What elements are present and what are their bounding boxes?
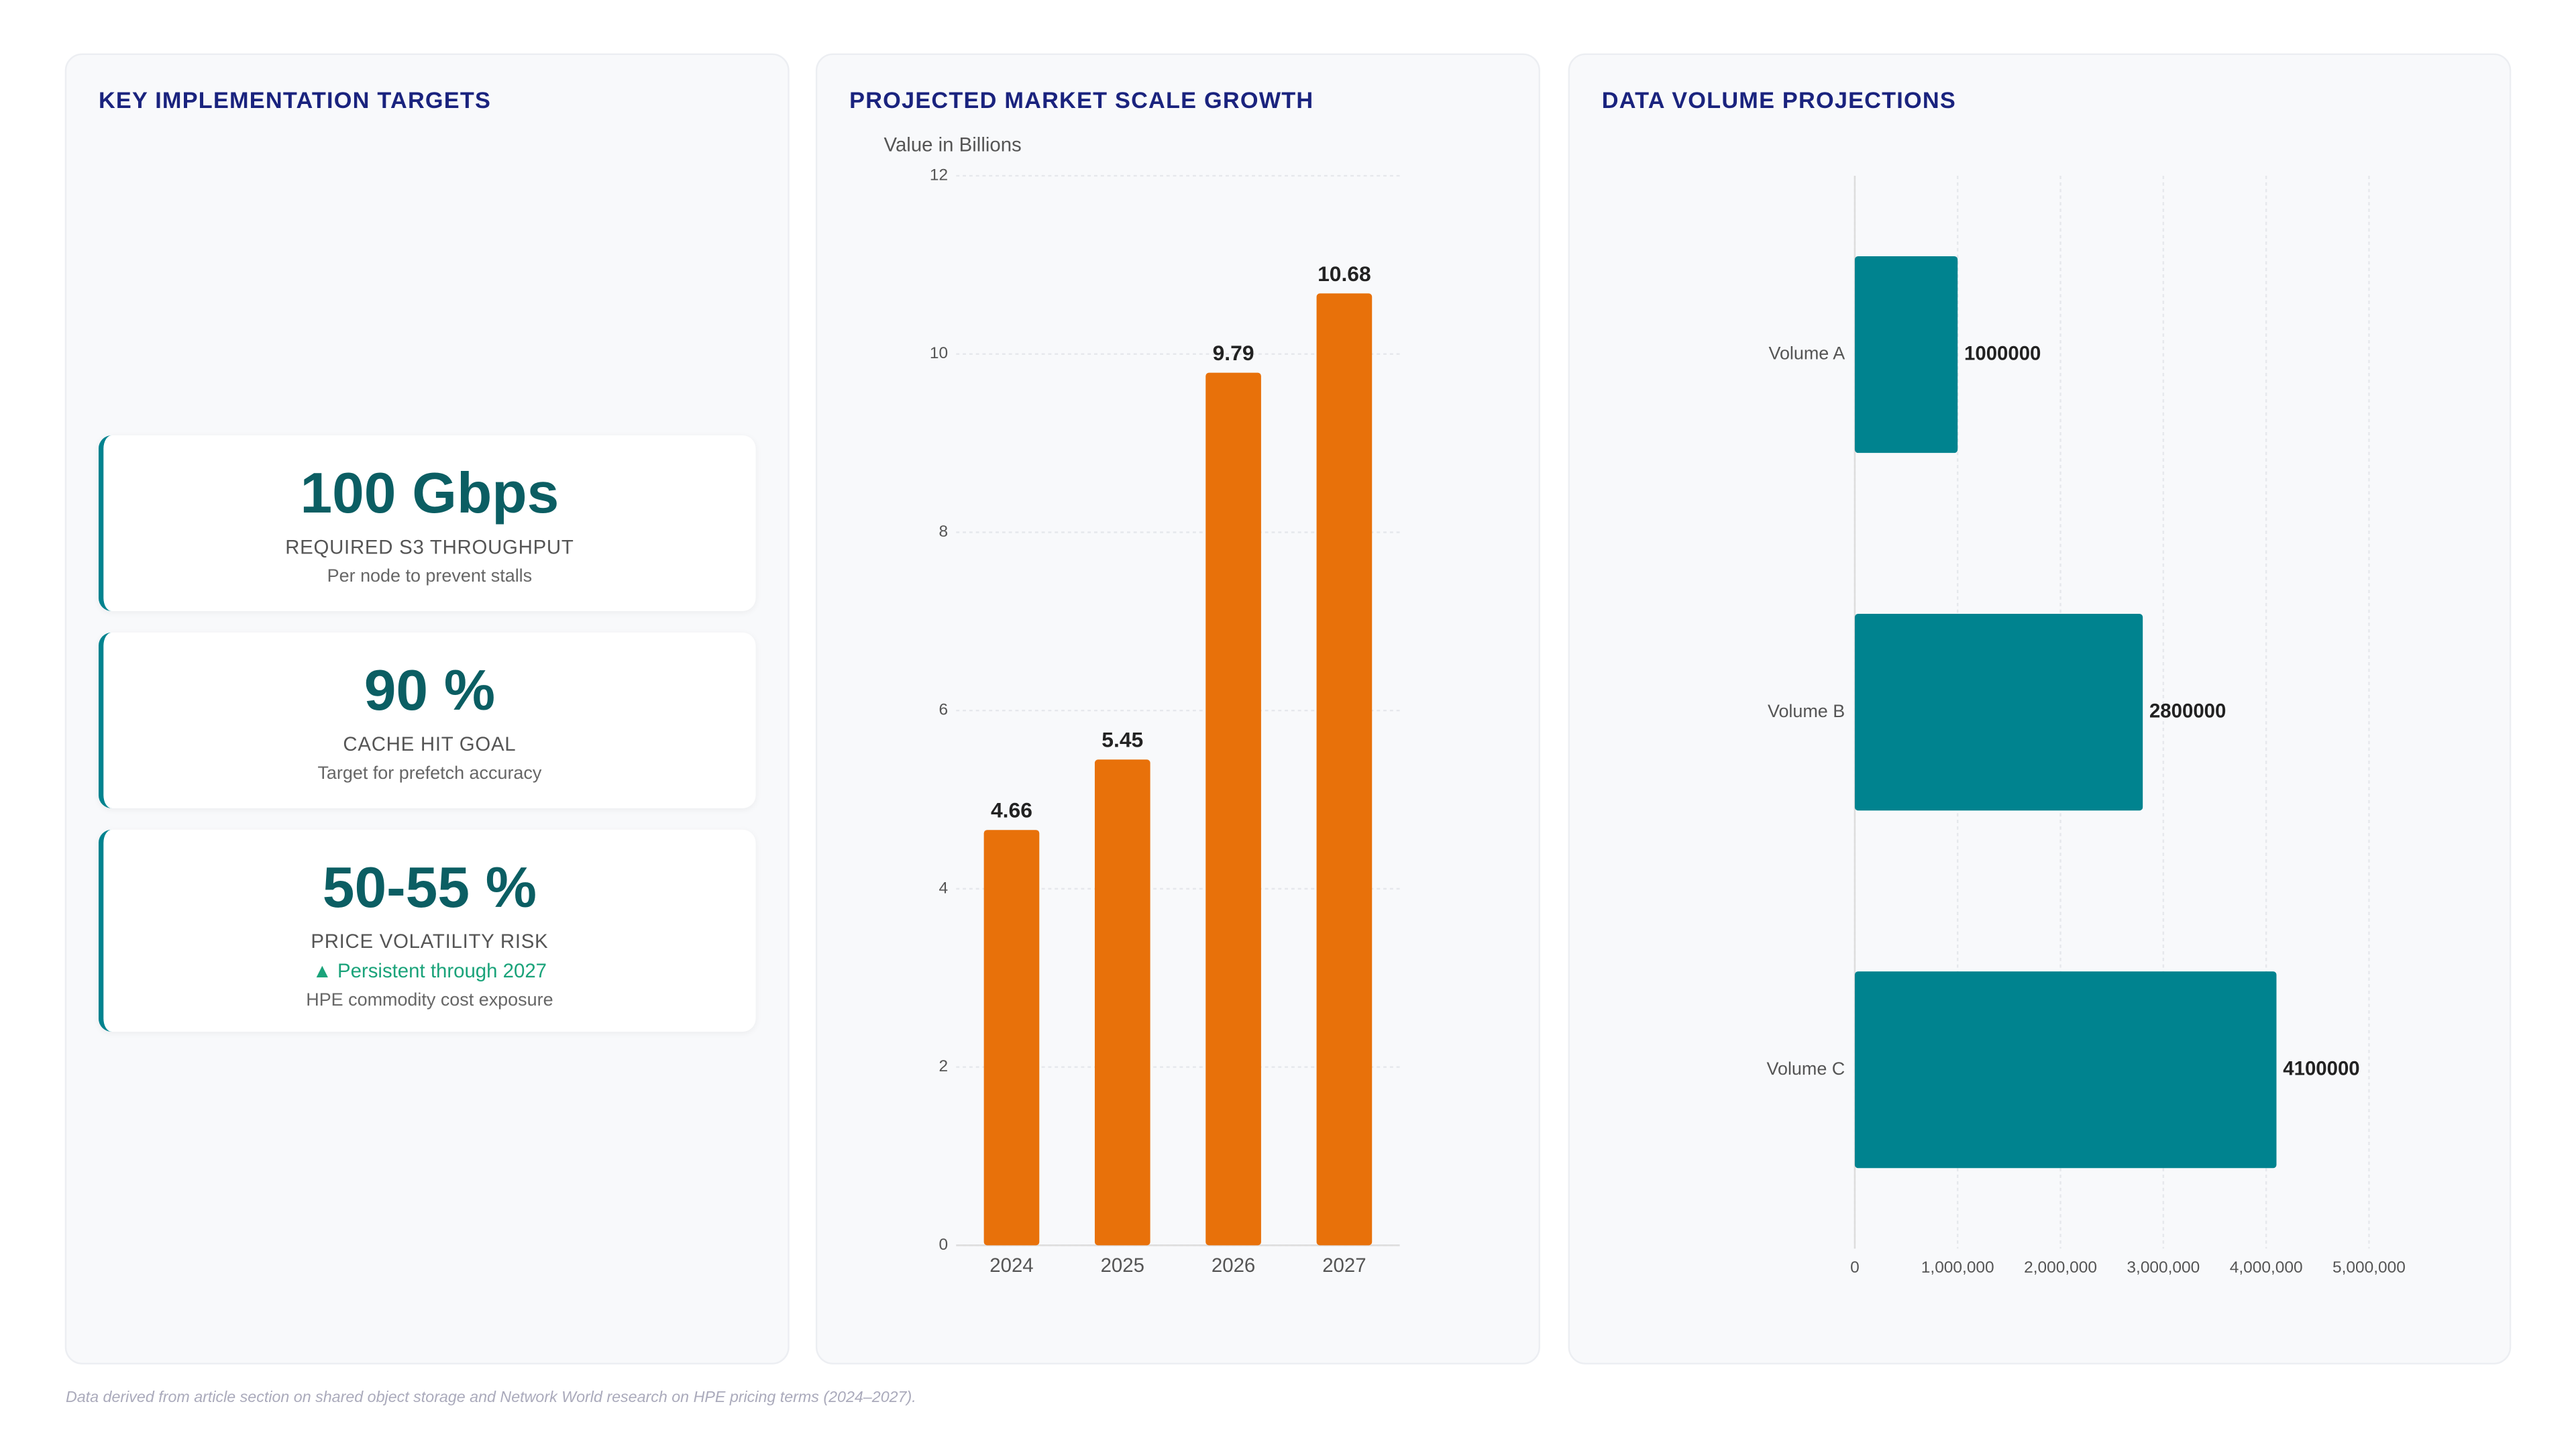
kpi-card: 50-55 % PRICE VOLATILITY RISK ▲ Persistent… <box>98 829 756 1032</box>
y-tick-label: 12 <box>930 166 948 184</box>
data-label: 1000000 <box>1964 342 2041 364</box>
x-tick-label: 4,000,000 <box>2230 1258 2303 1277</box>
x-tick-label: 2,000,000 <box>2024 1258 2097 1277</box>
data-label: 4.66 <box>991 798 1032 822</box>
bar <box>1316 293 1373 1246</box>
x-tick-label: 2025 <box>1101 1254 1144 1277</box>
y-tick-label: Volume A <box>1768 343 1845 364</box>
x-tick-label: 2026 <box>1212 1254 1255 1277</box>
kpi-value: 90 % <box>364 659 496 723</box>
kpi-card: 100 Gbps REQUIRED S3 THROUGHPUT Per node t… <box>98 435 756 612</box>
bar <box>1094 759 1150 1246</box>
x-tick-label: 3,000,000 <box>2127 1258 2200 1277</box>
y-tick-label: Volume C <box>1767 1059 1845 1079</box>
x-tick-label: 0 <box>1850 1258 1860 1277</box>
panel-title: KEY IMPLEMENTATION TARGETS <box>99 88 491 113</box>
data-label: 2800000 <box>2149 700 2226 722</box>
x-tick-label: 2027 <box>1322 1254 1366 1277</box>
y-tick-label: 2 <box>938 1057 948 1075</box>
panel <box>815 53 1540 1364</box>
kpi-note: Target for prefetch accuracy <box>317 763 542 784</box>
kpi-label: PRICE VOLATILITY RISK <box>311 930 549 953</box>
bar <box>1205 372 1261 1246</box>
bar <box>983 830 1040 1246</box>
bar <box>1854 614 2143 811</box>
kpi-card: 90 % CACHE HIT GOAL Target for prefetch ac… <box>98 632 756 808</box>
y-tick-label: 0 <box>938 1236 948 1254</box>
data-label: 9.79 <box>1213 341 1254 365</box>
data-label: 5.45 <box>1102 728 1143 752</box>
x-tick-label: 5,000,000 <box>2332 1258 2406 1277</box>
kpi-value: 50-55 % <box>322 855 537 920</box>
footnote: Data derived from article section on sha… <box>66 1388 916 1405</box>
kpi-value: 100 Gbps <box>300 462 559 526</box>
axis-label: Value in Billions <box>884 134 1022 156</box>
kpi-label: CACHE HIT GOAL <box>343 733 517 756</box>
bar <box>1854 971 2277 1169</box>
x-tick-label: 2024 <box>989 1254 1033 1277</box>
data-label: 4100000 <box>2283 1057 2359 1079</box>
kpi-note: HPE commodity cost exposure <box>306 990 553 1011</box>
y-tick-label: 10 <box>930 344 948 362</box>
y-tick-label: Volume B <box>1768 701 1845 721</box>
y-tick-label: 4 <box>938 879 948 897</box>
x-tick-label: 1,000,000 <box>1921 1258 1994 1277</box>
kpi-label: REQUIRED S3 THROUGHPUT <box>285 535 574 559</box>
chart-title: PROJECTED MARKET SCALE GROWTH <box>849 88 1313 113</box>
kpi-note: Per node to prevent stalls <box>327 566 533 587</box>
chart-title: DATA VOLUME PROJECTIONS <box>1602 88 1956 113</box>
kpi-trend: ▲ Persistent through 2027 <box>312 959 547 983</box>
data-label: 10.68 <box>1318 262 1371 286</box>
bar <box>1854 256 1958 453</box>
y-tick-label: 6 <box>938 701 948 719</box>
y-tick-label: 8 <box>938 523 948 541</box>
